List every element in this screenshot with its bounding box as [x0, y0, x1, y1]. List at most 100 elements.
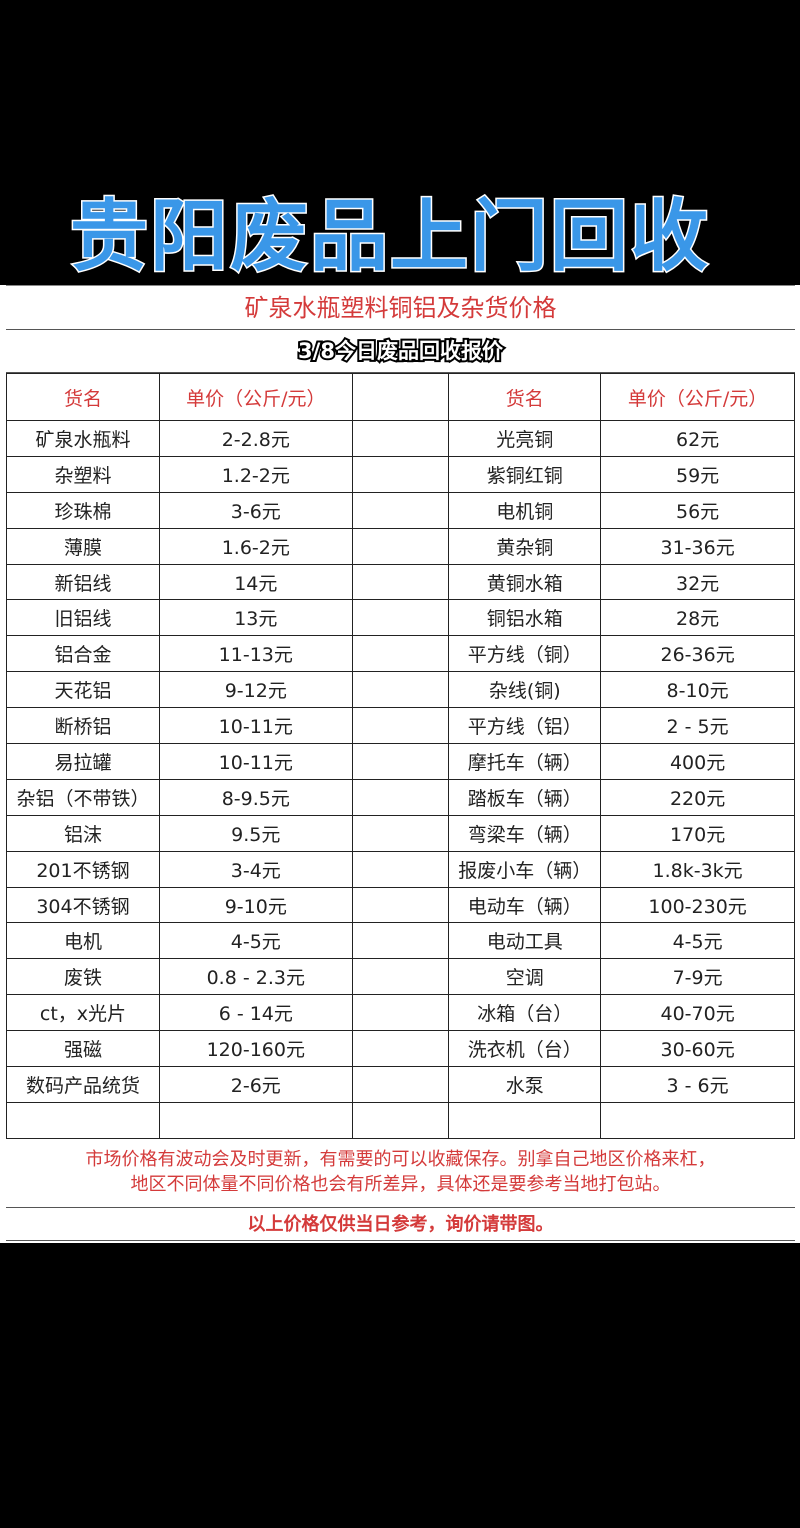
item-price: 14元	[158, 563, 353, 601]
item-name: 薄膜	[6, 527, 160, 565]
item-price: 3-6元	[158, 491, 353, 529]
note-line-1: 市场价格有波动会及时更新，有需要的可以收藏保存。别拿自己地区价格来杠，	[85, 1149, 716, 1170]
table-row: 断桥铝 10-11元 平方线（铝） 2 - 5元	[6, 707, 795, 745]
item-name: 新铝线	[6, 563, 160, 601]
table-row: 铝沫 9.5元 弯梁车（辆） 170元	[6, 814, 795, 852]
table-row: 新铝线 14元 黄铜水箱 32元	[6, 563, 795, 601]
table-row: 304不锈钢 9-10元 电动车（辆） 100-230元	[6, 886, 795, 924]
item-name	[448, 1101, 602, 1139]
item-price: 1.8k-3k元	[600, 850, 795, 888]
item-price: 30-60元	[600, 1030, 795, 1068]
spacer-cell	[351, 850, 450, 888]
item-name: 洗衣机（台）	[448, 1030, 602, 1068]
spacer-cell	[351, 491, 450, 529]
header-price-left: 单价（公斤/元）	[158, 373, 353, 421]
spacer-cell	[351, 420, 450, 457]
item-price: 2 - 5元	[600, 707, 795, 745]
spacer-cell	[351, 886, 450, 924]
table-row: 珍珠棉 3-6元 电机铜 56元	[6, 491, 795, 529]
item-name: 杂线(铜)	[448, 671, 602, 709]
item-name: 矿泉水瓶料	[6, 420, 160, 457]
header-name-right: 货名	[448, 373, 602, 421]
banner-title: 贵阳废品上门回收	[69, 191, 711, 284]
item-price: 170元	[600, 814, 795, 852]
sheet-subtitle-row: 3/8今日废品回收报价	[6, 330, 795, 373]
table-row: 废铁 0.8 - 2.3元 空调 7-9元	[6, 958, 795, 996]
sheet-subtitle: 3/8今日废品回收报价	[296, 337, 505, 365]
item-price: 1.2-2元	[158, 455, 353, 493]
item-name: 平方线（铝）	[448, 707, 602, 745]
item-name: 弯梁车（辆）	[448, 814, 602, 852]
spacer-cell	[351, 671, 450, 709]
item-name: 平方线（铜）	[448, 635, 602, 673]
item-price: 4-5元	[600, 922, 795, 960]
spacer-cell	[351, 635, 450, 673]
item-price: 7-9元	[600, 958, 795, 996]
item-price: 11-13元	[158, 635, 353, 673]
item-price: 62元	[600, 420, 795, 457]
table-row: 数码产品统货 2-6元 水泵 3 - 6元	[6, 1066, 795, 1103]
table-row: 201不锈钢 3-4元 报废小车（辆） 1.8k-3k元	[6, 850, 795, 888]
item-name: 断桥铝	[6, 707, 160, 745]
note-line-2: 地区不同体量不同价格也会有所差异，具体还是要参考当地打包站。	[130, 1174, 671, 1195]
spacer-cell	[351, 814, 450, 852]
item-price: 8-9.5元	[158, 778, 353, 816]
item-name: 电动车（辆）	[448, 886, 602, 924]
table-row	[6, 1101, 795, 1139]
spacer-cell	[351, 743, 450, 780]
table-header: 货名 单价（公斤/元） 货名 单价（公斤/元）	[6, 373, 795, 421]
header-spacer	[351, 373, 450, 421]
item-name: 紫铜红铜	[448, 455, 602, 493]
item-price	[600, 1101, 795, 1139]
table-row: 易拉罐 10-11元 摩托车（辆） 400元	[6, 743, 795, 780]
item-name: 光亮铜	[448, 420, 602, 457]
item-price: 1.6-2元	[158, 527, 353, 565]
table-row: ct，x光片 6 - 14元 冰箱（台） 40-70元	[6, 994, 795, 1032]
item-name: 电机	[6, 922, 160, 960]
final-note: 以上价格仅供当日参考，询价请带图。	[6, 1208, 795, 1241]
item-name: 数码产品统货	[6, 1066, 160, 1103]
item-name: 杂铝（不带铁）	[6, 778, 160, 816]
table-row: 强磁 120-160元 洗衣机（台） 30-60元	[6, 1030, 795, 1068]
item-name: 杂塑料	[6, 455, 160, 493]
item-name: 304不锈钢	[6, 886, 160, 924]
item-name: 铜铝水箱	[448, 599, 602, 637]
item-price: 6 - 14元	[158, 994, 353, 1032]
spacer-cell	[351, 599, 450, 637]
spacer-cell	[351, 527, 450, 565]
item-price: 32元	[600, 563, 795, 601]
item-price: 2-6元	[158, 1066, 353, 1103]
table-row: 旧铝线 13元 铜铝水箱 28元	[6, 599, 795, 637]
item-name: 报废小车（辆）	[448, 850, 602, 888]
item-name: 水泵	[448, 1066, 602, 1103]
spacer-cell	[351, 1030, 450, 1068]
item-price: 4-5元	[158, 922, 353, 960]
item-name: 冰箱（台）	[448, 994, 602, 1032]
sheet-title: 矿泉水瓶塑料铜铝及杂货价格	[6, 285, 795, 330]
item-price: 10-11元	[158, 707, 353, 745]
item-price: 0.8 - 2.3元	[158, 958, 353, 996]
item-name	[6, 1101, 160, 1139]
table-row: 薄膜 1.6-2元 黄杂铜 31-36元	[6, 527, 795, 565]
spacer-cell	[351, 1066, 450, 1103]
item-name: 201不锈钢	[6, 850, 160, 888]
item-price: 9-12元	[158, 671, 353, 709]
price-table: 货名 单价（公斤/元） 货名 单价（公斤/元） 矿泉水瓶料 2-2.8元 光亮铜 62…	[6, 373, 795, 1139]
item-price: 3 - 6元	[600, 1066, 795, 1103]
item-name: 强磁	[6, 1030, 160, 1068]
item-price: 9.5元	[158, 814, 353, 852]
item-price: 400元	[600, 743, 795, 780]
item-name: 旧铝线	[6, 599, 160, 637]
item-price: 59元	[600, 455, 795, 493]
item-name: 黄杂铜	[448, 527, 602, 565]
item-name: 铝合金	[6, 635, 160, 673]
item-name: 铝沫	[6, 814, 160, 852]
header-name-left: 货名	[6, 373, 160, 421]
spacer-cell	[351, 707, 450, 745]
table-row: 天花铝 9-12元 杂线(铜) 8-10元	[6, 671, 795, 709]
disclaimer-note: 市场价格有波动会及时更新，有需要的可以收藏保存。别拿自己地区价格来杠， 地区不同…	[6, 1137, 795, 1208]
item-name: 电动工具	[448, 922, 602, 960]
item-name: 天花铝	[6, 671, 160, 709]
item-price: 10-11元	[158, 743, 353, 780]
item-price: 8-10元	[600, 671, 795, 709]
